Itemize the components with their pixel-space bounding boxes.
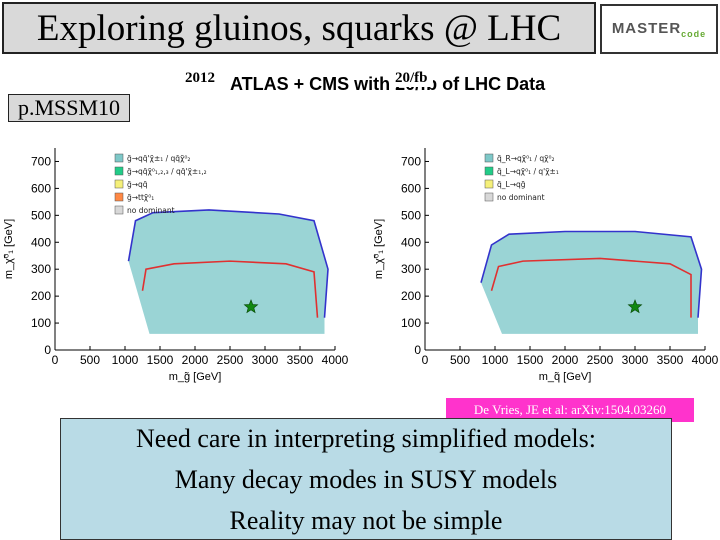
y-axis-label: m_χ̃⁰₁ [GeV] [3, 219, 15, 279]
y-tick-label: 700 [401, 154, 421, 168]
squark-mass-plot: 0 500 1000 1500 2000 2500 3000 3500 4000 0 100 200 3… [373, 148, 719, 383]
citation-text: De Vries, JE et al: arXiv:1504.03260 [473, 402, 667, 417]
message-line-2: Many decay modes in SUSY models [174, 464, 558, 494]
y-tick-label: 0 [44, 343, 51, 357]
legend-entry: no dominant [497, 193, 545, 202]
x-axis-label: m_q̃ [GeV] [539, 371, 592, 383]
y-tick-label: 500 [401, 208, 421, 222]
y-tick-label: 300 [31, 262, 51, 276]
x-tick-label: 3500 [287, 353, 314, 367]
x-tick-label: 3000 [622, 353, 649, 367]
x-tick-label: 2500 [587, 353, 614, 367]
y-tick-label: 200 [401, 289, 421, 303]
y-tick-label: 400 [401, 235, 421, 249]
y-tick-label: 600 [401, 181, 421, 195]
year-label: 2012 [182, 70, 218, 87]
x-tick-label: 4000 [322, 353, 349, 367]
y-tick-label: 300 [401, 262, 421, 276]
x-tick-label: 1500 [517, 353, 544, 367]
y-tick-label: 100 [401, 316, 421, 330]
legend-swatch [114, 205, 124, 215]
y-tick-label: 200 [31, 289, 51, 303]
gluino-mass-plot: 0 500 1000 1500 2000 2500 3000 3500 4000 0 100 200 3… [3, 148, 349, 383]
message-line-3: Reality may not be simple [229, 505, 503, 535]
legend-swatch [484, 166, 494, 176]
scatter-region [128, 209, 328, 334]
legend-entry: q̃_L→qg̃ [497, 180, 526, 189]
x-tick-label: 2000 [182, 353, 209, 367]
legend-swatch [114, 166, 124, 176]
legend-entry: g̃→ttχ̃⁰₁ [127, 193, 154, 202]
y-tick-label: 0 [414, 343, 421, 357]
message-line-1: Need care in interpreting simplified mod… [136, 423, 596, 453]
x-tick-label: 500 [80, 353, 100, 367]
y-tick-label: 100 [31, 316, 51, 330]
x-axis-label: m_g̃ [GeV] [169, 371, 222, 383]
x-tick-label: 3000 [252, 353, 279, 367]
mastercode-logo: MASTERcode [600, 4, 718, 54]
y-tick-label: 600 [31, 181, 51, 195]
x-tick-label: 1000 [112, 353, 139, 367]
scatter-region [481, 231, 702, 334]
x-tick-label: 1000 [482, 353, 509, 367]
legend-entry: g̃→qq̄'χ̃±₁ / qq̄χ̃⁰₂ [127, 154, 190, 163]
x-tick-label: 0 [52, 353, 59, 367]
model-badge: p.MSSM10 [8, 94, 130, 122]
legend-swatch [484, 192, 494, 202]
plot-header: ATLAS + CMS with 20/fb of LHC Data [230, 74, 560, 98]
slide-title-text: Exploring gluinos, squarks @ LHC [36, 7, 562, 49]
contour-blue [127, 209, 329, 318]
message-box: Need care in interpreting simplified mod… [60, 418, 672, 540]
luminosity-label: 20/fb [390, 70, 433, 87]
y-tick-label: 500 [31, 208, 51, 222]
best-fit-star [627, 299, 643, 314]
legend-entry: g̃→qq̄χ̃⁰₁,₂,₃ / qq̄'χ̃±₁,₂ [127, 167, 207, 176]
y-tick-label: 400 [31, 235, 51, 249]
contour-red [490, 257, 692, 318]
contour-blue [480, 230, 703, 318]
legend-swatch [114, 179, 124, 189]
legend-swatch [114, 153, 124, 163]
legend-entry: g̃→qq̄ [127, 180, 148, 189]
x-tick-label: 0 [422, 353, 429, 367]
contour-red [141, 260, 319, 318]
x-tick-label: 500 [450, 353, 470, 367]
x-tick-label: 4000 [692, 353, 719, 367]
legend-swatch [114, 192, 124, 202]
legend-entry: q̃_L→qχ̃⁰₁ / q'χ̃±₁ [497, 167, 559, 176]
logo-text: MASTERcode [611, 19, 707, 39]
model-badge-text: p.MSSM10 [17, 95, 121, 120]
x-tick-label: 2000 [552, 353, 579, 367]
legend-swatch [484, 179, 494, 189]
slide-title: Exploring gluinos, squarks @ LHC [2, 2, 596, 54]
legend-entry: no dominant [127, 206, 175, 215]
legend-swatch [484, 153, 494, 163]
x-tick-label: 2500 [217, 353, 244, 367]
best-fit-star [243, 299, 259, 314]
x-tick-label: 1500 [147, 353, 174, 367]
legend-entry: q̃_R→qχ̃⁰₁ / qχ̃⁰₂ [497, 154, 555, 163]
plot-header-text: ATLAS + CMS with 20/fb of LHC Data [230, 74, 546, 94]
x-tick-label: 3500 [657, 353, 684, 367]
y-axis-label: m_χ̃⁰₁ [GeV] [373, 219, 385, 279]
y-tick-label: 700 [31, 154, 51, 168]
